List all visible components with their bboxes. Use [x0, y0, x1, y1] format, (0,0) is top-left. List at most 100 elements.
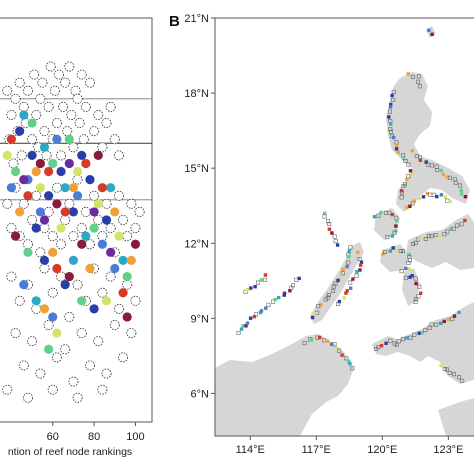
scatter-point — [85, 175, 95, 185]
scatter-point — [27, 118, 37, 128]
reef-cell — [463, 195, 468, 199]
scatter-point — [6, 271, 17, 282]
reef-cell — [263, 273, 268, 277]
scatter-point — [77, 150, 87, 160]
scatter-point — [64, 134, 74, 144]
reef-cell — [309, 338, 314, 342]
scatter-point — [126, 255, 136, 265]
scatter-point — [35, 207, 45, 217]
scatter-point — [85, 263, 95, 274]
scatter-point — [118, 255, 128, 265]
scatter-point — [101, 368, 112, 379]
scatter-point — [60, 183, 70, 193]
scatter-point — [56, 223, 66, 233]
map-frame — [214, 17, 474, 437]
scatter-point — [76, 223, 87, 234]
reef-cell — [259, 278, 263, 282]
reef-cell — [448, 199, 452, 204]
reef-cell — [332, 234, 337, 239]
reef-cell — [372, 215, 377, 219]
reef-cell — [297, 276, 301, 281]
reef-cell — [387, 109, 392, 114]
reef-cell — [424, 160, 428, 164]
scatter-point — [2, 384, 13, 395]
reef-cell — [406, 72, 410, 76]
reef-cell — [419, 291, 423, 295]
scatter-point — [84, 77, 95, 88]
lon-tick-label: 117°E — [302, 444, 331, 456]
scatter-point — [56, 150, 67, 161]
reef-cell — [253, 285, 257, 289]
reef-cell — [442, 366, 447, 371]
reef-cell — [277, 295, 281, 300]
reef-cell — [413, 276, 418, 281]
reef-cell — [348, 362, 352, 366]
reef-cell — [335, 346, 339, 350]
reef-cell — [325, 219, 330, 224]
reef-cell — [459, 192, 464, 196]
reef-cell — [403, 159, 408, 164]
reef-cell — [419, 236, 423, 241]
reef-cell — [414, 281, 418, 286]
reef-cell — [394, 140, 399, 145]
reef-cell — [382, 250, 387, 255]
reef-cell — [394, 342, 399, 347]
scatter-point — [72, 279, 83, 290]
reef-cell — [344, 291, 348, 295]
reef-cell — [411, 172, 415, 177]
reef-cell — [254, 312, 259, 317]
scatter-point — [48, 158, 58, 169]
reef-cell — [391, 246, 395, 250]
reef-cell — [405, 177, 409, 182]
lon-tick-label: 114°E — [236, 444, 265, 456]
reef-cell — [243, 289, 248, 294]
reef-cell — [325, 339, 330, 343]
lat-tick-label: 12°N — [184, 238, 209, 250]
zamboanga-peninsula — [372, 336, 400, 356]
scatter-point — [6, 223, 17, 234]
scatter-point — [48, 247, 58, 257]
reef-cell — [400, 337, 405, 342]
reef-cell — [264, 306, 268, 310]
reef-cell — [390, 212, 394, 217]
reef-cell — [425, 162, 430, 167]
reef-cell — [439, 193, 444, 197]
scatter-point — [134, 206, 145, 217]
reef-cell — [427, 28, 431, 32]
reef-cell — [392, 230, 397, 235]
reef-cell — [346, 260, 351, 265]
scatter-point — [14, 77, 25, 88]
mindanao-island — [398, 302, 474, 384]
reef-cell — [350, 366, 355, 371]
scatter-point — [27, 214, 38, 225]
scatter-point — [72, 191, 83, 201]
reef-cell — [430, 32, 434, 36]
reef-cell — [355, 270, 359, 274]
reef-cell — [340, 353, 344, 357]
reef-cell — [442, 319, 446, 324]
scatter-point — [6, 183, 17, 193]
reef-cell — [415, 79, 420, 84]
scatter-point — [101, 118, 112, 129]
panel-b-label: B — [169, 13, 180, 30]
reef-cell — [381, 252, 385, 256]
reef-cell — [379, 210, 383, 215]
scatter-point — [56, 239, 67, 250]
panel-a: 60 80 100 ntion of reef node rankings — [0, 17, 153, 458]
reef-cell — [342, 296, 346, 300]
scatter-point — [89, 223, 99, 233]
scatter-point — [10, 93, 21, 104]
reef-cell — [263, 277, 268, 282]
reef-cell — [417, 196, 422, 201]
scatter-point — [110, 207, 120, 217]
scatter-point — [113, 190, 124, 201]
lat-tick-label: 21°N — [184, 13, 209, 25]
reef-cell — [431, 192, 436, 197]
reef-cell — [358, 263, 363, 267]
scatter-point — [47, 287, 58, 298]
reef-cell — [384, 341, 388, 345]
scatter-point — [16, 150, 27, 161]
reef-cell — [387, 115, 391, 119]
scatter-point — [60, 280, 70, 290]
